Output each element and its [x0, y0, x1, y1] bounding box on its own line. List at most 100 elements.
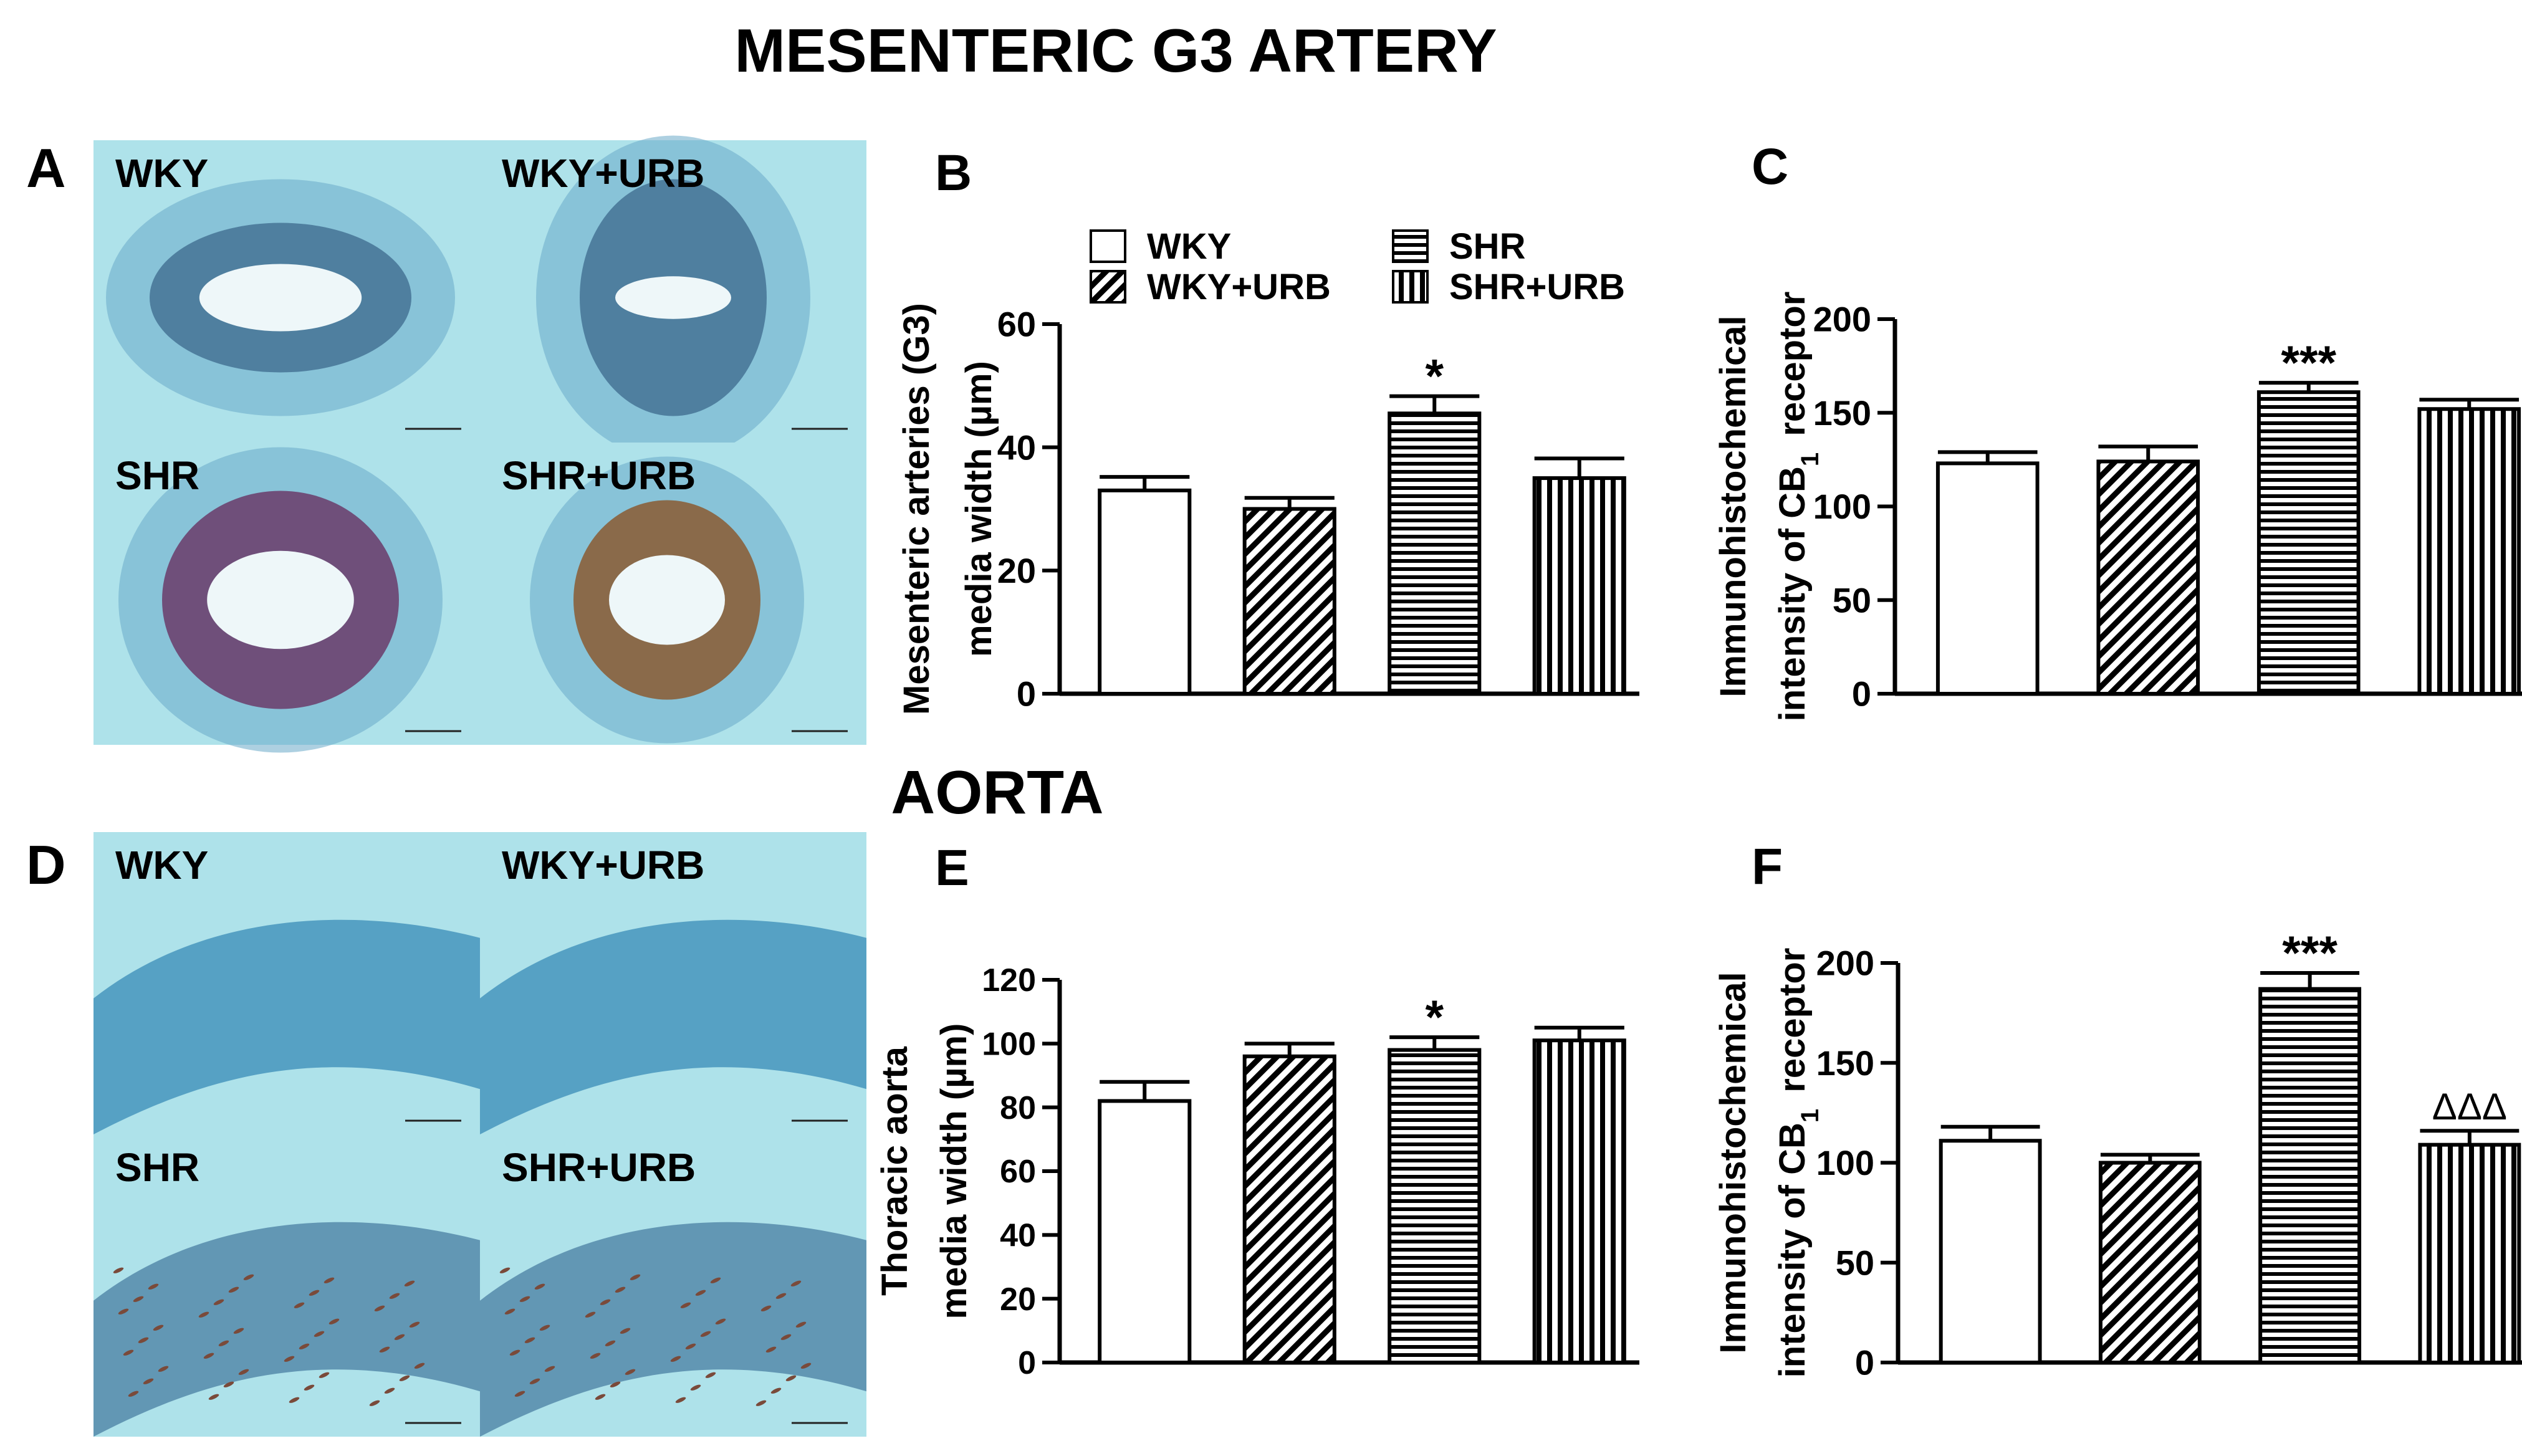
stained-nucleus [223, 1381, 234, 1387]
stained-nucleus [394, 1334, 405, 1340]
panel-label: C [1752, 138, 1788, 195]
stained-nucleus [218, 1340, 229, 1346]
stained-nucleus [539, 1324, 550, 1331]
y-tick-label: 60 [997, 305, 1036, 344]
stained-nucleus [715, 1318, 726, 1324]
stained-nucleus [780, 1334, 792, 1340]
micrograph-grid-aorta: WKY WKY+URB SHR SHR+URB [93, 832, 866, 1437]
stained-nucleus [414, 1363, 425, 1369]
stained-nucleus [213, 1299, 224, 1305]
stained-nucleus [158, 1366, 169, 1372]
y-tick-label: 40 [997, 428, 1036, 467]
stained-nucleus [299, 1343, 310, 1349]
aortic-wall [93, 1222, 480, 1437]
panel-label-a: A [26, 137, 66, 199]
stained-nucleus [670, 1356, 681, 1362]
micrograph-a-2: WKY+URB [480, 135, 866, 460]
y-axis-label: Immunohistochemical [1713, 972, 1753, 1353]
chart-e: E 0 20 40 60 80 100 120 Thoracic aorta media widt… [875, 840, 1639, 1381]
stained-nucleus [755, 1400, 767, 1406]
bar-wky-urb [2098, 1161, 2202, 1364]
stained-nucleus [409, 1321, 420, 1328]
bar-wky-urb [2096, 459, 2200, 696]
y-tick-label: 50 [1833, 580, 1871, 620]
vessel-lumen [615, 276, 731, 319]
stained-nucleus [775, 1293, 787, 1299]
micrograph-d-1: WKY [93, 832, 480, 1134]
bar-wky-urb [1242, 1054, 1336, 1365]
y-tick-label: 200 [1816, 944, 1874, 983]
stained-nucleus [630, 1274, 641, 1280]
stained-nucleus [615, 1286, 626, 1293]
y-tick-label: 150 [1813, 393, 1871, 433]
stained-nucleus [228, 1286, 239, 1293]
legend-label: SHR+URB [1449, 267, 1625, 307]
micrograph-label: SHR [115, 453, 199, 498]
stained-nucleus [585, 1311, 596, 1318]
legend-swatch [1090, 270, 1126, 304]
bar-shr-urb [1532, 476, 1626, 696]
micrograph-grid-mesenteric: WKY WKY+URB SHR SHR+URB [93, 135, 866, 753]
stained-nucleus [238, 1369, 249, 1375]
stained-nucleus [499, 1267, 511, 1273]
stained-nucleus [785, 1375, 797, 1381]
stained-nucleus [148, 1283, 159, 1290]
bar-shr-urb [1532, 1038, 1626, 1364]
stained-nucleus [675, 1397, 686, 1403]
y-tick-label: 20 [997, 551, 1036, 590]
panel-label: B [935, 145, 972, 201]
legend-label: WKY+URB [1147, 267, 1331, 307]
stained-nucleus [133, 1296, 144, 1302]
panel-label-d: D [26, 834, 66, 896]
stained-nucleus [324, 1277, 335, 1283]
stained-nucleus [128, 1391, 139, 1397]
y-axis-label: intensity of CB1 receptor [1772, 948, 1824, 1378]
stained-nucleus [705, 1372, 716, 1378]
stained-nucleus [208, 1394, 219, 1400]
legend-label: SHR [1449, 226, 1525, 267]
y-tick-label: 0 [1017, 674, 1036, 714]
stained-nucleus [790, 1280, 802, 1286]
bar-shr [2258, 987, 2362, 1365]
legend-item: SHR+URB [1392, 267, 1625, 307]
legend: WKY SHR WKY+URB SHR+URB [1090, 226, 1625, 307]
micrograph-label: WKY+URB [502, 843, 704, 888]
y-tick-label: 100 [1816, 1143, 1874, 1182]
bar-wky [1098, 488, 1192, 696]
stained-nucleus [760, 1305, 772, 1311]
panel-label: F [1752, 838, 1783, 895]
stained-nucleus [138, 1337, 149, 1343]
chart-c: C 0 50 100 150 200 Immunohistochemical intensit… [1713, 138, 2522, 721]
legend-label: WKY [1147, 226, 1231, 267]
stained-nucleus [770, 1387, 782, 1394]
micrograph-label: SHR+URB [502, 1145, 696, 1190]
stained-nucleus [198, 1311, 209, 1318]
legend-item: WKY+URB [1090, 267, 1331, 307]
stained-nucleus [519, 1296, 530, 1302]
significance-label: * [1425, 991, 1444, 1044]
micrograph-a-3: SHR [93, 443, 480, 753]
micrograph-label: SHR [115, 1145, 199, 1190]
legend-item: WKY [1090, 226, 1231, 267]
stained-nucleus [118, 1308, 129, 1315]
stained-nucleus [620, 1328, 631, 1334]
significance-label: *** [2281, 337, 2336, 390]
micrograph-d-4: SHR+URB [480, 1134, 866, 1437]
stained-nucleus [319, 1372, 330, 1378]
stained-nucleus [284, 1356, 295, 1362]
y-tick-label: 150 [1816, 1043, 1874, 1083]
bar-shr-urb [2418, 1142, 2521, 1365]
y-tick-label: 200 [1813, 300, 1871, 339]
y-axis-label: media width (µm) [934, 1023, 974, 1320]
micrograph-label: WKY [115, 843, 208, 888]
stained-nucleus [374, 1305, 385, 1311]
section-title-aorta: AORTA [891, 758, 1103, 826]
y-axis-label: Immunohistochemical [1713, 315, 1753, 697]
micrograph-label: WKY+URB [502, 151, 704, 196]
micrograph-d-3: SHR [93, 1134, 480, 1437]
legend-swatch [1392, 229, 1429, 263]
stained-nucleus [509, 1349, 520, 1356]
stained-nucleus [544, 1366, 555, 1372]
y-tick-label: 80 [1000, 1090, 1036, 1126]
stained-nucleus [625, 1369, 636, 1375]
